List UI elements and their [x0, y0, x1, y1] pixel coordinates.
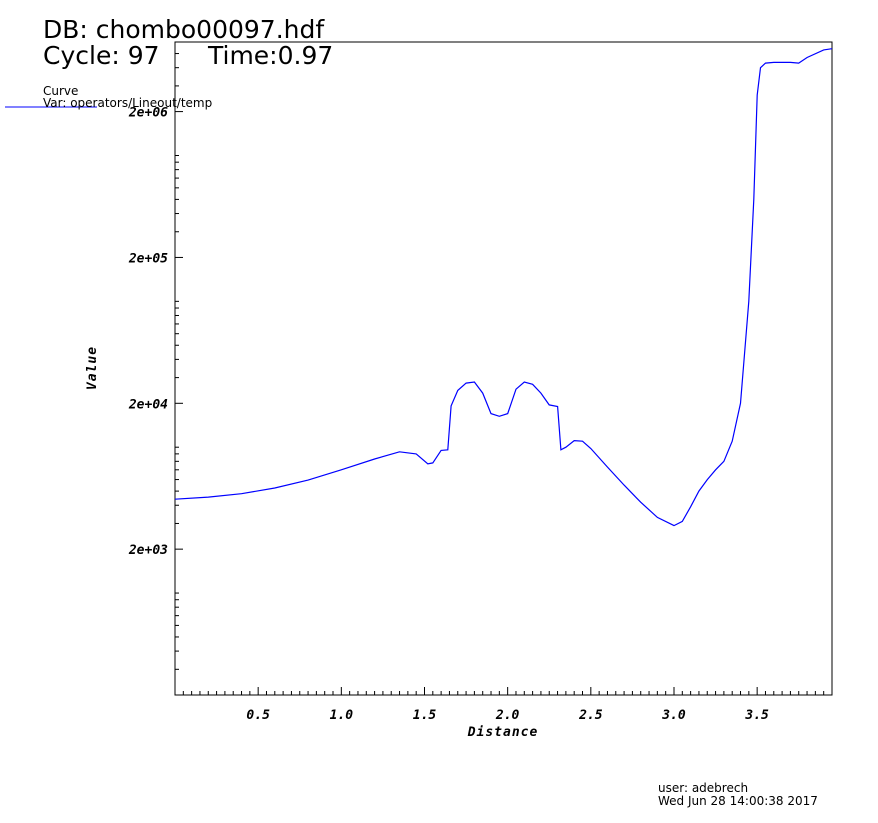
x-tick-label: 2.0: [495, 708, 520, 723]
x-axis-ticks: [182, 687, 825, 695]
db-label: DB: chombo00097.hdf: [43, 15, 325, 44]
time-label: Time:0.97: [207, 41, 333, 70]
y-axis-tick-labels: 2e+03 2e+04 2e+05 2e+06: [128, 106, 168, 559]
y-tick-label: 2e+03: [128, 543, 168, 558]
x-axis-title: Distance: [467, 725, 539, 740]
user-label: user: adebrech: [658, 781, 748, 795]
x-tick-label: 0.5: [246, 708, 270, 723]
x-tick-label: 3.5: [744, 708, 769, 723]
legend-title: Curve: [43, 84, 78, 98]
y-axis-ticks: [175, 41, 183, 696]
legend-var-label: Var: operators/Lineout/temp: [43, 96, 212, 110]
y-axis-title: Value: [85, 346, 100, 390]
x-tick-label: 3.0: [661, 708, 686, 723]
x-tick-label: 2.5: [578, 708, 603, 723]
x-tick-label: 1.0: [330, 708, 354, 723]
series-line-curve: [174, 48, 833, 527]
plot-frame: [174, 41, 833, 696]
cycle-label: Cycle: 97: [43, 41, 160, 70]
date-label: Wed Jun 28 14:00:38 2017: [658, 794, 818, 808]
x-tick-label: 1.5: [413, 708, 437, 723]
x-axis-tick-labels: 0.5 1.0 1.5 2.0 2.5 3.0 3.5: [246, 708, 769, 723]
y-tick-label: 2e+04: [128, 397, 168, 412]
y-tick-label: 2e+06: [128, 106, 168, 121]
y-tick-label: 2e+05: [128, 251, 168, 266]
